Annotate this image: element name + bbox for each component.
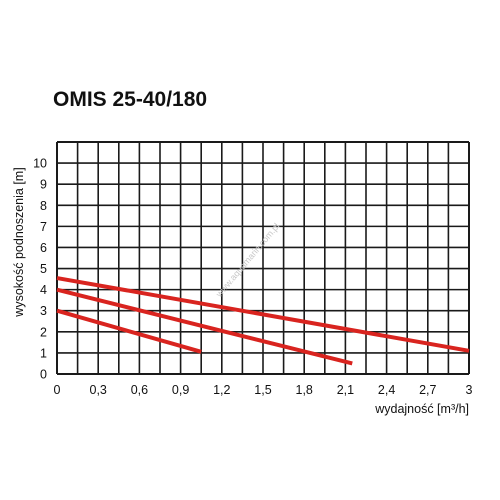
series-line-3 [56, 276, 470, 353]
x-tick-label: 1,2 [213, 383, 230, 397]
y-axis-label: wysokość podnoszenia [m] [12, 167, 26, 317]
x-tick-label: 2,7 [419, 383, 436, 397]
watermark: www.aquamarin.com.pl [213, 221, 281, 299]
y-tick-label: 8 [40, 199, 47, 213]
x-tick-label: 0,9 [172, 383, 189, 397]
x-tick-label: 0 [54, 383, 61, 397]
y-tick-label: 7 [40, 220, 47, 234]
x-tick-label: 0,3 [90, 383, 107, 397]
chart-title: OMIS 25-40/180 [53, 88, 208, 111]
y-tick-label: 9 [40, 178, 47, 192]
x-tick-label: 0,6 [131, 383, 148, 397]
y-tick-label: 2 [40, 325, 47, 339]
x-tick-label: 3 [466, 383, 473, 397]
x-axis-label: wydajność [m³/h] [374, 402, 469, 416]
grid [56, 141, 470, 375]
y-tick-label: 5 [40, 262, 47, 276]
x-tick-labels: 0 0,3 0,6 0,9 1,2 1,5 1,8 2,1 2,4 2,7 3 [54, 383, 473, 397]
y-tick-label: 4 [40, 283, 47, 297]
watermark-text: www.aquamarin.com.pl [213, 221, 281, 299]
x-tick-label: 1,8 [296, 383, 313, 397]
y-tick-label: 6 [40, 241, 47, 255]
series-line-1 [56, 308, 202, 354]
series-line-2 [56, 287, 353, 366]
x-tick-label: 1,5 [254, 383, 271, 397]
y-tick-label: 3 [40, 304, 47, 318]
series-layer [56, 276, 470, 366]
y-tick-label: 0 [40, 368, 47, 382]
x-tick-label: 2,1 [337, 383, 354, 397]
y-tick-label: 1 [40, 346, 47, 360]
x-tick-label: 2,4 [378, 383, 395, 397]
y-tick-label: 10 [33, 157, 47, 171]
y-tick-labels: 0 1 2 3 4 5 6 7 8 9 10 [33, 157, 47, 382]
